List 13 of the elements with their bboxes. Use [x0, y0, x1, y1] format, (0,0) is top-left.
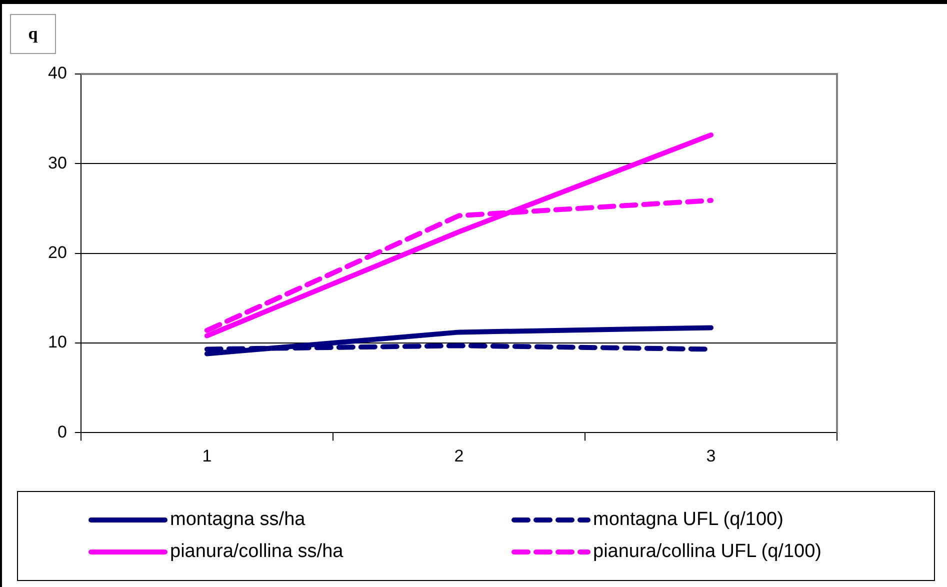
legend-label: montagna UFL (q/100) — [593, 509, 784, 531]
legend-label: montagna ss/ha — [170, 509, 306, 531]
x-tick-label: 1 — [202, 446, 212, 466]
x-tick-label: 2 — [454, 446, 464, 466]
x-tick-label: 3 — [706, 446, 716, 466]
y-axis-title: q — [10, 14, 56, 54]
y-tick-label: 30 — [48, 153, 67, 172]
legend-label: pianura/collina UFL (q/100) — [593, 541, 822, 563]
y-tick-label: 40 — [48, 64, 67, 83]
y-tick-label: 20 — [48, 242, 67, 262]
y-tick-label: 10 — [48, 332, 67, 352]
legend-label: pianura/collina ss/ha — [170, 541, 344, 563]
y-tick-label: 0 — [57, 422, 67, 442]
